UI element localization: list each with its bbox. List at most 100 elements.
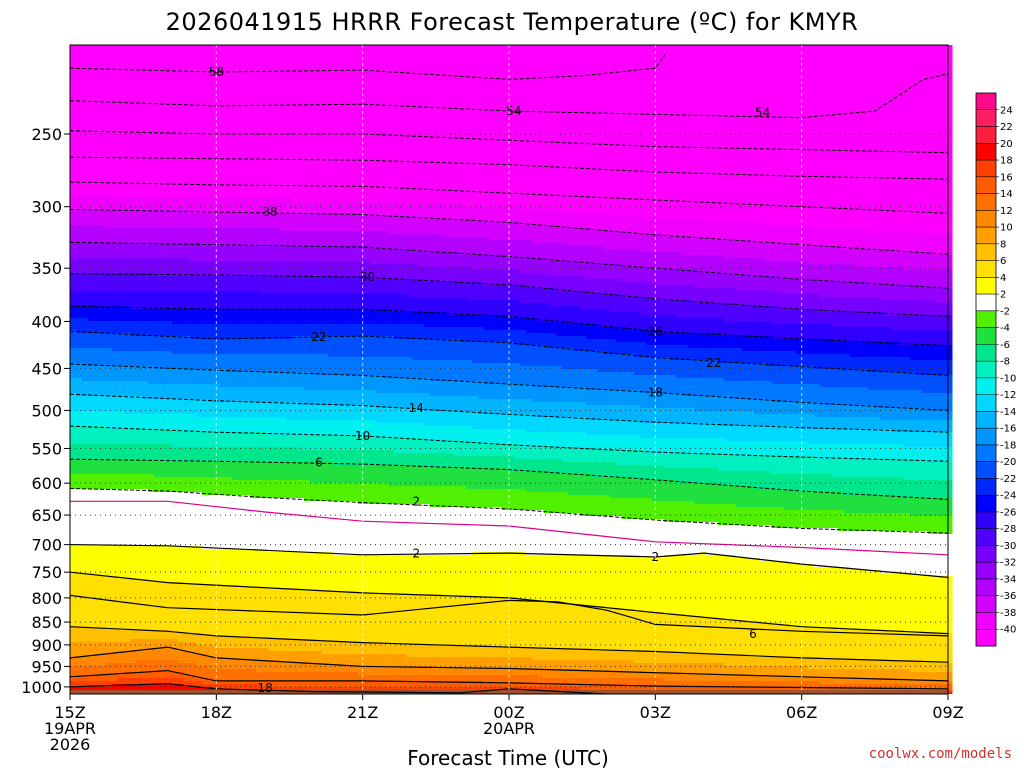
field-cell [694, 675, 701, 682]
field-cell [568, 291, 575, 307]
field-cell [142, 309, 149, 322]
field-cell [844, 417, 851, 430]
field-cell [514, 330, 521, 346]
field-cell [556, 321, 563, 337]
field-cell [742, 381, 749, 400]
field-cell [76, 426, 83, 445]
field-cell [484, 399, 491, 415]
field-cell [208, 684, 215, 688]
field-cell [790, 294, 797, 310]
field-cell [136, 321, 143, 337]
field-cell [706, 378, 713, 397]
field-cell [640, 216, 647, 235]
field-cell [904, 252, 911, 271]
field-cell [472, 657, 479, 670]
field-cell [70, 459, 77, 475]
field-cell [802, 414, 809, 430]
field-cell [202, 276, 209, 292]
field-cell [568, 417, 575, 433]
field-cell [316, 261, 323, 277]
field-cell [220, 261, 227, 277]
field-cell [118, 684, 125, 694]
field-cell [712, 360, 719, 379]
field-cell [208, 636, 215, 646]
field-cell [202, 477, 209, 496]
field-cell [94, 675, 101, 682]
field-cell [832, 429, 839, 445]
field-cell [424, 504, 431, 556]
field-cell [898, 573, 905, 631]
field-cell [718, 273, 725, 289]
field-cell [568, 276, 575, 292]
field-cell [226, 402, 233, 418]
field-cell [598, 309, 605, 328]
field-cell [610, 660, 617, 673]
field-cell [640, 558, 647, 613]
colorbar-swatch [976, 528, 996, 546]
field-cell [832, 678, 839, 685]
field-cell [340, 336, 347, 358]
field-cell [70, 318, 77, 331]
field-cell [526, 345, 533, 367]
field-cell [550, 432, 557, 448]
field-cell [502, 456, 509, 469]
field-cell [238, 669, 245, 682]
field-cell [760, 414, 767, 427]
field-cell [490, 45, 497, 208]
field-cell [508, 222, 515, 241]
field-cell [460, 381, 467, 397]
field-cell [490, 507, 497, 553]
field-cell [622, 282, 629, 298]
field-cell [280, 651, 287, 664]
field-cell [748, 222, 755, 241]
field-cell [484, 597, 491, 646]
field-cell [460, 237, 467, 256]
field-cell [790, 489, 797, 511]
field-cell [604, 309, 611, 328]
field-cell [124, 396, 131, 415]
field-cell [628, 342, 635, 355]
field-cell [820, 492, 827, 511]
field-cell [106, 381, 113, 397]
field-cell [688, 453, 695, 469]
field-cell [712, 675, 719, 682]
field-cell [304, 450, 311, 463]
field-cell [112, 198, 119, 211]
field-cell [76, 363, 83, 379]
field-cell [316, 45, 323, 202]
field-cell [934, 576, 941, 634]
field-cell [532, 459, 539, 472]
field-cell [658, 315, 665, 334]
field-cell [712, 663, 719, 676]
field-cell [628, 498, 635, 520]
field-cell [538, 366, 545, 388]
field-cell [622, 267, 629, 283]
field-cell [364, 357, 371, 376]
field-cell [598, 339, 605, 352]
field-cell [664, 333, 671, 346]
field-cell [454, 396, 461, 412]
field-cell [940, 462, 947, 481]
field-cell [880, 429, 887, 445]
field-cell [808, 444, 815, 457]
field-cell [280, 294, 287, 310]
field-cell [172, 198, 179, 211]
field-cell [544, 273, 551, 289]
field-cell [832, 459, 839, 478]
field-cell [532, 492, 539, 511]
field-cell [556, 261, 563, 277]
field-cell [658, 480, 665, 502]
field-cell [142, 381, 149, 400]
field-cell [904, 300, 911, 316]
field-cell [136, 366, 143, 382]
field-cell [430, 282, 437, 298]
field-cell [520, 285, 527, 304]
field-cell [868, 570, 875, 631]
field-cell [640, 234, 647, 253]
field-cell [262, 294, 269, 310]
field-cell [220, 462, 227, 478]
field-cell [700, 681, 707, 688]
field-cell [922, 393, 929, 409]
field-cell [160, 639, 167, 649]
field-cell [946, 480, 953, 499]
